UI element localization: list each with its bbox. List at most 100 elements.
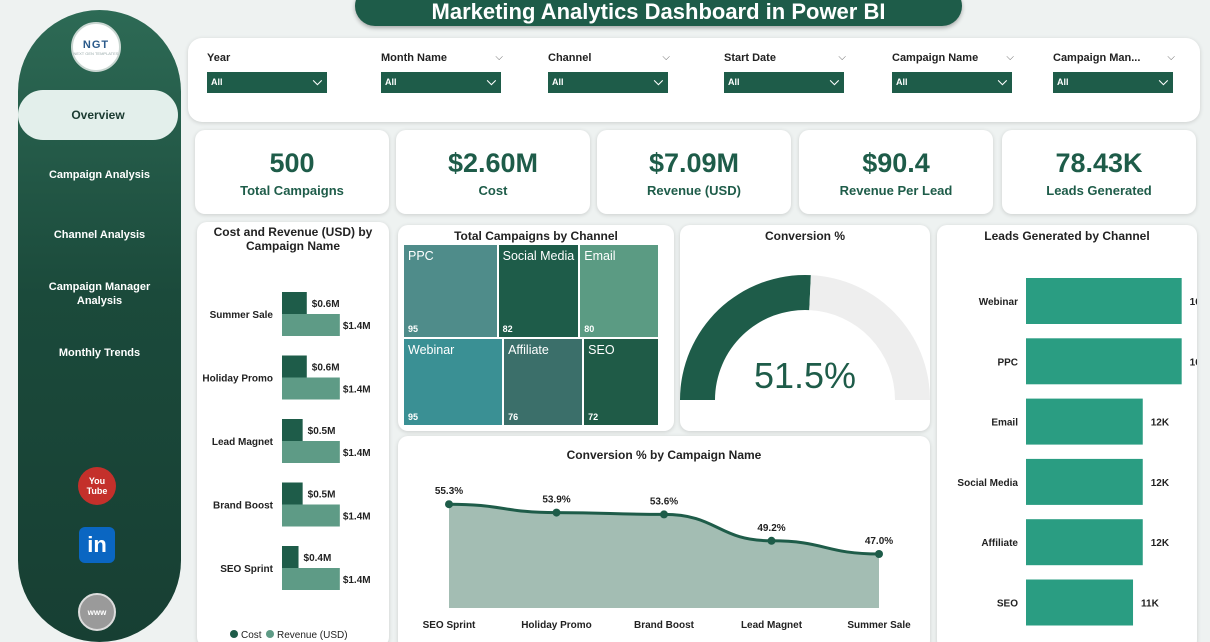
- start-date-dropdown[interactable]: All ⌵: [724, 72, 844, 93]
- revenue-bar[interactable]: [282, 504, 340, 527]
- category-label: SEO: [997, 599, 1018, 610]
- revenue-bar[interactable]: [282, 377, 340, 400]
- x-tick-label: Brand Boost: [634, 620, 695, 631]
- treemap-cell[interactable]: Affiliate 76: [504, 338, 583, 425]
- area-fill: [449, 504, 879, 608]
- data-point[interactable]: [875, 550, 883, 558]
- youtube-icon-text-top: You: [88, 476, 106, 486]
- revenue-bar[interactable]: [282, 568, 340, 590]
- dropdown-value: All: [385, 77, 397, 87]
- data-label: 12K: [1151, 478, 1170, 489]
- chevron-down-icon[interactable]: ⌵: [1167, 52, 1175, 63]
- linkedin-icon[interactable]: in: [79, 527, 115, 563]
- filter-label: Month Name: [381, 52, 447, 64]
- data-point[interactable]: [767, 536, 776, 545]
- nav-campaign-manager-analysis[interactable]: Campaign Manager Analysis: [48, 281, 151, 307]
- data-label: 12K: [1151, 418, 1170, 429]
- treemap-cell-value: 82: [502, 323, 513, 334]
- category-label: SEO Sprint: [220, 564, 273, 575]
- leads-bar[interactable]: [1026, 579, 1134, 626]
- leads-chart: Webinar 16K PPC 16K Email 12K Social Media 12K A…: [957, 278, 1197, 626]
- filter-label: Channel: [548, 52, 592, 64]
- treemap-chart: PPC 95 Social Media 82 Email 80 Webinar 95 Affil…: [404, 245, 660, 427]
- leads-bar[interactable]: [1026, 338, 1182, 385]
- treemap-cell[interactable]: Email 80: [580, 245, 658, 337]
- data-point[interactable]: [660, 510, 668, 519]
- nav-channel-analysis[interactable]: Channel Analysis: [53, 229, 146, 241]
- youtube-icon-text-bottom: Tube: [86, 486, 108, 496]
- dropdown-value: All: [896, 77, 908, 87]
- treemap-cell[interactable]: Social Media 82: [498, 245, 579, 337]
- treemap-cell[interactable]: PPC 95: [404, 245, 497, 337]
- chart-title: Cost and Revenue (USD) by Campaign Name: [213, 225, 373, 253]
- chevron-down-icon[interactable]: ⌵: [838, 52, 846, 63]
- treemap-cell[interactable]: SEO 72: [584, 338, 658, 425]
- cost-bar[interactable]: [282, 546, 299, 568]
- revenue-data-label: $1.4M: [343, 321, 371, 332]
- x-tick-label: Summer Sale: [847, 620, 911, 631]
- kpi-leads-generated: 78.43K Leads Generated: [1002, 130, 1196, 214]
- cost-bar[interactable]: [282, 419, 303, 441]
- data-point[interactable]: [552, 508, 561, 517]
- category-label: Brand Boost: [213, 501, 274, 512]
- filter-year: Year All ⌵: [207, 52, 329, 93]
- nav-campaign-analysis[interactable]: Campaign Analysis: [48, 169, 151, 181]
- dropdown-value: All: [1057, 77, 1069, 87]
- treemap-cell-label: PPC: [408, 249, 434, 263]
- category-label: Lead Magnet: [212, 437, 274, 448]
- kpi-revenue-per-lead: $90.4 Revenue Per Lead: [799, 130, 993, 214]
- nav-monthly-trends[interactable]: Monthly Trends: [58, 347, 141, 359]
- filter-label: Campaign Name: [892, 52, 979, 64]
- filter-bar: Year All ⌵ Month Name ⌵ All ⌵ Channel ⌵ All ⌵…: [188, 38, 1200, 122]
- cost-data-label: $0.4M: [304, 553, 332, 564]
- conversion-line-card: Conversion % by Campaign Name 55.3% SEO S…: [398, 436, 930, 642]
- filter-month-name: Month Name ⌵ All ⌵: [381, 52, 503, 93]
- cost-bar[interactable]: [282, 292, 307, 314]
- revenue-bar[interactable]: [282, 314, 340, 336]
- treemap-cell-label: SEO: [588, 342, 615, 357]
- cost-revenue-chart-card: Cost and Revenue (USD) by Campaign Name …: [197, 222, 389, 642]
- category-label: Holiday Promo: [202, 374, 273, 385]
- treemap-cell-value: 95: [408, 411, 419, 422]
- leads-bar[interactable]: [1026, 519, 1143, 566]
- category-label: PPC: [997, 357, 1018, 368]
- treemap-cell-value: 72: [588, 411, 599, 422]
- leads-bar[interactable]: [1026, 458, 1143, 505]
- logo-subtext: NEXT GEN TEMPLATES: [73, 50, 119, 56]
- leads-bar[interactable]: [1026, 278, 1182, 324]
- treemap-cell-label: Social Media: [502, 249, 575, 263]
- month-dropdown[interactable]: All ⌵: [381, 72, 501, 93]
- dropdown-value: All: [728, 77, 740, 87]
- youtube-icon[interactable]: You Tube: [78, 467, 116, 505]
- treemap-cell-value: 95: [408, 323, 419, 334]
- revenue-bar[interactable]: [282, 441, 340, 463]
- chevron-down-icon: ⌵: [486, 74, 496, 88]
- nav-overview[interactable]: Overview: [18, 90, 178, 140]
- year-dropdown[interactable]: All ⌵: [207, 72, 327, 93]
- data-label: 53.6%: [650, 496, 678, 507]
- logo-text: NGT: [82, 38, 110, 51]
- legend-cost-marker: [230, 630, 238, 638]
- data-point[interactable]: [445, 500, 453, 509]
- campaign-name-dropdown[interactable]: All ⌵: [892, 72, 1012, 93]
- filter-label: Start Date: [724, 52, 776, 64]
- cost-data-label: $0.6M: [312, 363, 340, 374]
- globe-icon[interactable]: www: [78, 593, 116, 631]
- chevron-down-icon[interactable]: ⌵: [1006, 52, 1014, 63]
- data-label: 47.0%: [865, 536, 893, 547]
- chart-title: Conversion %: [764, 229, 845, 243]
- chevron-down-icon[interactable]: ⌵: [495, 52, 503, 63]
- cost-data-label: $0.5M: [308, 426, 336, 437]
- gauge-value-arc[interactable]: [680, 275, 811, 400]
- logo: NGT NEXT GEN TEMPLATES: [71, 22, 121, 72]
- cost-bar[interactable]: [282, 482, 303, 505]
- leads-bar[interactable]: [1026, 398, 1143, 445]
- treemap-cell-value: 80: [584, 323, 595, 334]
- cost-bar[interactable]: [282, 355, 307, 378]
- gauge-card: Conversion % 51.5%: [680, 225, 930, 431]
- channel-dropdown[interactable]: All ⌵: [548, 72, 668, 93]
- treemap-cell[interactable]: Webinar 95: [404, 338, 503, 425]
- chevron-down-icon[interactable]: ⌵: [662, 52, 670, 63]
- campaign-manager-dropdown[interactable]: All ⌵: [1053, 72, 1173, 93]
